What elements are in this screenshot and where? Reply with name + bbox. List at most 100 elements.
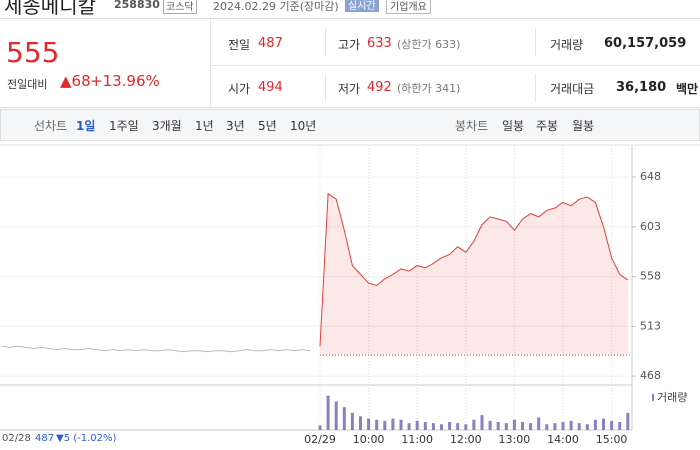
y-tick-label: 603	[640, 220, 661, 233]
cell-value: 487	[258, 36, 283, 51]
cell-value: 36,180	[616, 80, 667, 95]
volume-bar	[383, 420, 387, 430]
volume-bar	[545, 424, 549, 430]
cell-note: (상한가 633)	[397, 38, 461, 51]
volume-bar	[496, 422, 500, 430]
period-tab[interactable]: 1일	[76, 119, 96, 133]
volume-bar	[407, 423, 411, 430]
candle-tab[interactable]: 일봉	[502, 119, 525, 133]
cell-label: 거래량	[550, 38, 584, 52]
volume-bar	[318, 425, 322, 430]
volume-bar	[488, 420, 492, 430]
tab-label: 선차트	[34, 119, 68, 133]
volume-bar	[602, 418, 605, 430]
volume-bar	[537, 417, 541, 430]
change: ▲68	[60, 72, 91, 90]
price: 555	[6, 36, 60, 69]
volume-bar	[626, 412, 630, 430]
company-button[interactable]: 기업개요	[386, 0, 431, 14]
y-tick-label: 648	[640, 170, 661, 183]
footer-date: 02/28	[2, 433, 31, 444]
market: 코스닥	[163, 0, 197, 14]
candle-tab[interactable]: 월봉	[572, 119, 595, 133]
volume-bar	[472, 419, 476, 430]
tab-label: 봉차트	[455, 119, 489, 133]
volume-bar	[367, 418, 371, 430]
volume-bar	[375, 419, 379, 430]
x-tick-label: 11:00	[401, 433, 433, 446]
realtime-button[interactable]: 실시간	[345, 0, 379, 12]
period-tab[interactable]: 3개월	[152, 119, 182, 133]
period-tab[interactable]: 1주일	[109, 119, 139, 133]
cell-unit: 백만	[676, 82, 699, 96]
x-tick-label: 12:00	[450, 433, 482, 446]
divider	[325, 28, 326, 56]
cell-label: 거래대금	[550, 82, 595, 96]
volume-bar	[610, 420, 614, 430]
volume-bar	[569, 420, 573, 430]
x-tick-label: 14:00	[547, 433, 579, 446]
footer-price: 487	[35, 433, 55, 444]
divider	[210, 65, 700, 66]
quote-box	[0, 18, 700, 108]
area	[320, 193, 628, 356]
volume-bar	[456, 423, 460, 430]
volume-bar	[529, 423, 533, 430]
change-rate: +13.96%	[90, 72, 160, 90]
volume-bar	[431, 423, 435, 430]
cell-value: 494	[258, 80, 283, 95]
divider	[210, 19, 211, 106]
volume-bar	[553, 423, 557, 430]
volume-bar	[342, 407, 346, 430]
volume-bar	[504, 423, 508, 430]
tab-bar	[0, 109, 700, 141]
divider	[535, 28, 536, 56]
period-tab[interactable]: 10년	[290, 119, 317, 133]
volume-bar	[440, 424, 443, 430]
period-tab[interactable]: 5년	[258, 119, 277, 133]
cell-value: 492	[367, 80, 392, 95]
volume-bar	[593, 419, 597, 430]
candle-tab[interactable]: 주봉	[536, 119, 559, 133]
volume-bar	[561, 422, 565, 430]
legend-swatch	[652, 394, 654, 401]
y-tick-label: 468	[640, 369, 661, 382]
stock-name: 세종메디칼	[4, 0, 96, 18]
volume-bar	[480, 415, 484, 430]
volume-bar	[521, 422, 524, 430]
volume-bar	[585, 424, 589, 430]
volume-bar	[577, 423, 581, 430]
cell-label: 고가	[338, 38, 361, 52]
stock-code: 258830	[114, 0, 160, 11]
volume-bar	[464, 424, 468, 430]
divider	[535, 74, 536, 102]
x-tick-label: 02/29	[304, 433, 336, 446]
period-tab[interactable]: 3년	[226, 119, 245, 133]
y-tick-label: 513	[640, 319, 661, 332]
x-tick-label: 13:00	[499, 433, 531, 446]
price-line	[319, 192, 629, 347]
x-tick-label: 10:00	[353, 433, 385, 446]
volume-label: 거래량	[657, 391, 687, 404]
volume-bar	[350, 412, 354, 430]
period-tab[interactable]: 1년	[195, 119, 214, 133]
volume-bar	[359, 416, 362, 430]
divider	[325, 74, 326, 102]
cell-label: 전일	[228, 38, 251, 52]
footer-change: ▼5 (-1.02%)	[56, 433, 117, 444]
volume-bar	[618, 422, 622, 430]
volume-bar	[512, 419, 516, 430]
volume-bar	[415, 420, 419, 430]
volume-bar	[423, 422, 427, 430]
y-tick-label: 558	[640, 270, 661, 283]
change-label: 전일대비	[7, 78, 48, 91]
cell-note: (하한가 341)	[397, 82, 461, 95]
volume-bar	[334, 401, 338, 430]
volume-bar	[326, 395, 330, 430]
price-line	[1, 345, 311, 353]
cell-label: 저가	[338, 82, 361, 96]
cell-value: 60,157,059	[604, 36, 687, 51]
